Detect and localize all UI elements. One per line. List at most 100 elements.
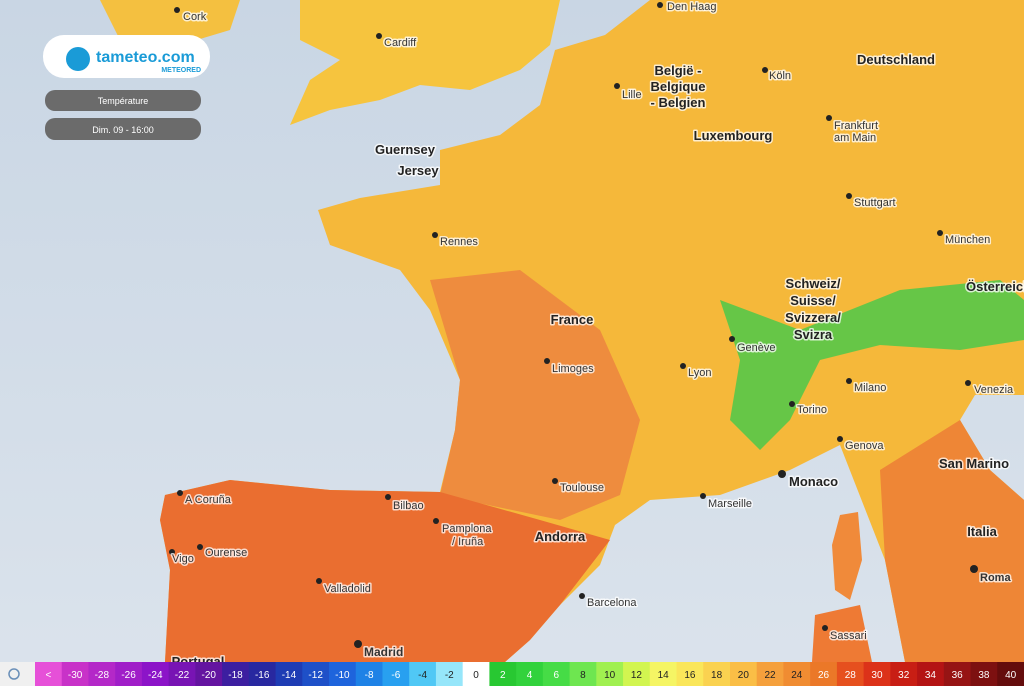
legend-swatch: [649, 662, 678, 686]
legend-label: <: [45, 670, 51, 681]
region-label: Österreich: [966, 279, 1024, 294]
legend-swatch: [141, 662, 170, 686]
city-label: Sassari: [830, 630, 867, 642]
region-label: Deutschland: [857, 52, 935, 67]
legend-label: 20: [738, 670, 750, 681]
legend-swatch: [943, 662, 972, 686]
city-dot: [826, 115, 832, 121]
city-label: Pamplona: [442, 523, 492, 535]
legend-label: -2: [445, 670, 454, 681]
time-button[interactable]: [45, 118, 201, 140]
city-labels: Cork Cardiff Den Haag Köln Lille Frankfu…: [171, 0, 1016, 661]
legend-label: 34: [925, 670, 937, 681]
legend-label: 12: [631, 670, 643, 681]
city-label: Roma: [980, 572, 1011, 584]
legend-swatch: [729, 662, 758, 686]
region-label: Svizra: [794, 327, 833, 342]
legend-label: -20: [202, 670, 217, 681]
legend-swatch: [222, 662, 250, 686]
city-label: Vigo: [172, 553, 194, 565]
city-dot: [789, 401, 795, 407]
legend-label: -14: [282, 670, 297, 681]
city-dot: [970, 565, 978, 573]
city-dot: [197, 544, 203, 550]
legend-swatch: [275, 662, 303, 686]
controls: tameteo.com METEORED Température Dim. 09…: [0, 35, 210, 686]
city-label: Rennes: [440, 236, 478, 248]
legend-swatch: [917, 662, 945, 686]
region-label: Andorra: [535, 529, 586, 544]
city-label: Genova: [845, 440, 884, 452]
legend-swatch: [810, 662, 838, 686]
legend-swatch: [409, 662, 437, 686]
legend-swatch: [542, 662, 571, 686]
city-label: am Main: [834, 132, 876, 144]
legend-swatch: [863, 662, 891, 686]
legend-label: 14: [658, 670, 670, 681]
city-dot: [174, 7, 180, 13]
legend-swatch: [382, 662, 410, 686]
city-label: Cork: [183, 11, 207, 23]
land: [100, 0, 240, 45]
legend-label: 0: [473, 670, 479, 681]
legend-label: 4: [527, 670, 533, 681]
city-label: Lyon: [688, 367, 711, 379]
layer-label: Température: [98, 96, 149, 106]
region-label: Guernsey: [375, 142, 436, 157]
legend-label: -12: [308, 670, 323, 681]
region-label: België -: [655, 63, 702, 78]
legend-label: -4: [418, 670, 427, 681]
city-label: Den Haag: [667, 1, 717, 13]
legend-swatch: [997, 662, 1024, 686]
city-label: Köln: [769, 70, 791, 82]
legend-label: 6: [553, 670, 559, 681]
city-dot: [432, 232, 438, 238]
legend-label: -26: [121, 670, 136, 681]
legend-label: -8: [365, 670, 374, 681]
legend-swatch: [35, 662, 63, 686]
legend-label: 16: [684, 670, 696, 681]
legend-swatch: [462, 662, 490, 686]
city-dot: [385, 494, 391, 500]
city-label: Frankfurt: [834, 120, 878, 132]
city-label: Cardiff: [384, 37, 417, 49]
city-label: / Iruña: [452, 536, 484, 548]
legend-swatch: [302, 662, 330, 686]
legend-swatch: [569, 662, 597, 686]
region-label: Luxembourg: [694, 128, 773, 143]
legend-swatch: [676, 662, 704, 686]
legend-label: -22: [175, 670, 190, 681]
time-label: Dim. 09 - 16:00: [92, 125, 154, 135]
city-label: Toulouse: [560, 482, 604, 494]
city-dot: [316, 578, 322, 584]
legend-swatch: [168, 662, 196, 686]
legend-swatch: [623, 662, 651, 686]
legend-swatch: [970, 662, 998, 686]
city-dot: [846, 193, 852, 199]
logo-name: tameteo.com: [96, 49, 195, 66]
city-dot: [937, 230, 943, 236]
legend-toggle[interactable]: [0, 662, 35, 686]
region-label: Schweiz/: [786, 276, 841, 291]
city-dot: [169, 549, 175, 555]
city-label: Torino: [797, 404, 827, 416]
city-dot: [965, 380, 971, 386]
city-label: Limoges: [552, 363, 594, 375]
region-label: Italia: [967, 524, 997, 539]
city-dot: [762, 67, 768, 73]
layer-button[interactable]: [45, 90, 201, 111]
legend-swatch: [703, 662, 731, 686]
city-dot: [552, 478, 558, 484]
legend-swatch: [783, 662, 811, 686]
logo-tagline: METEORED: [161, 67, 201, 74]
city-dot: [837, 436, 843, 442]
legend-swatch: [61, 662, 89, 686]
legend-swatch: [435, 662, 464, 686]
legend-swatch: [596, 662, 624, 686]
city-dot: [544, 358, 550, 364]
warm-area: [880, 420, 1024, 662]
city-label: Ourense: [205, 547, 247, 559]
corsica: [832, 512, 862, 600]
city-label: Milano: [854, 382, 886, 394]
legend-label: -28: [95, 670, 110, 681]
